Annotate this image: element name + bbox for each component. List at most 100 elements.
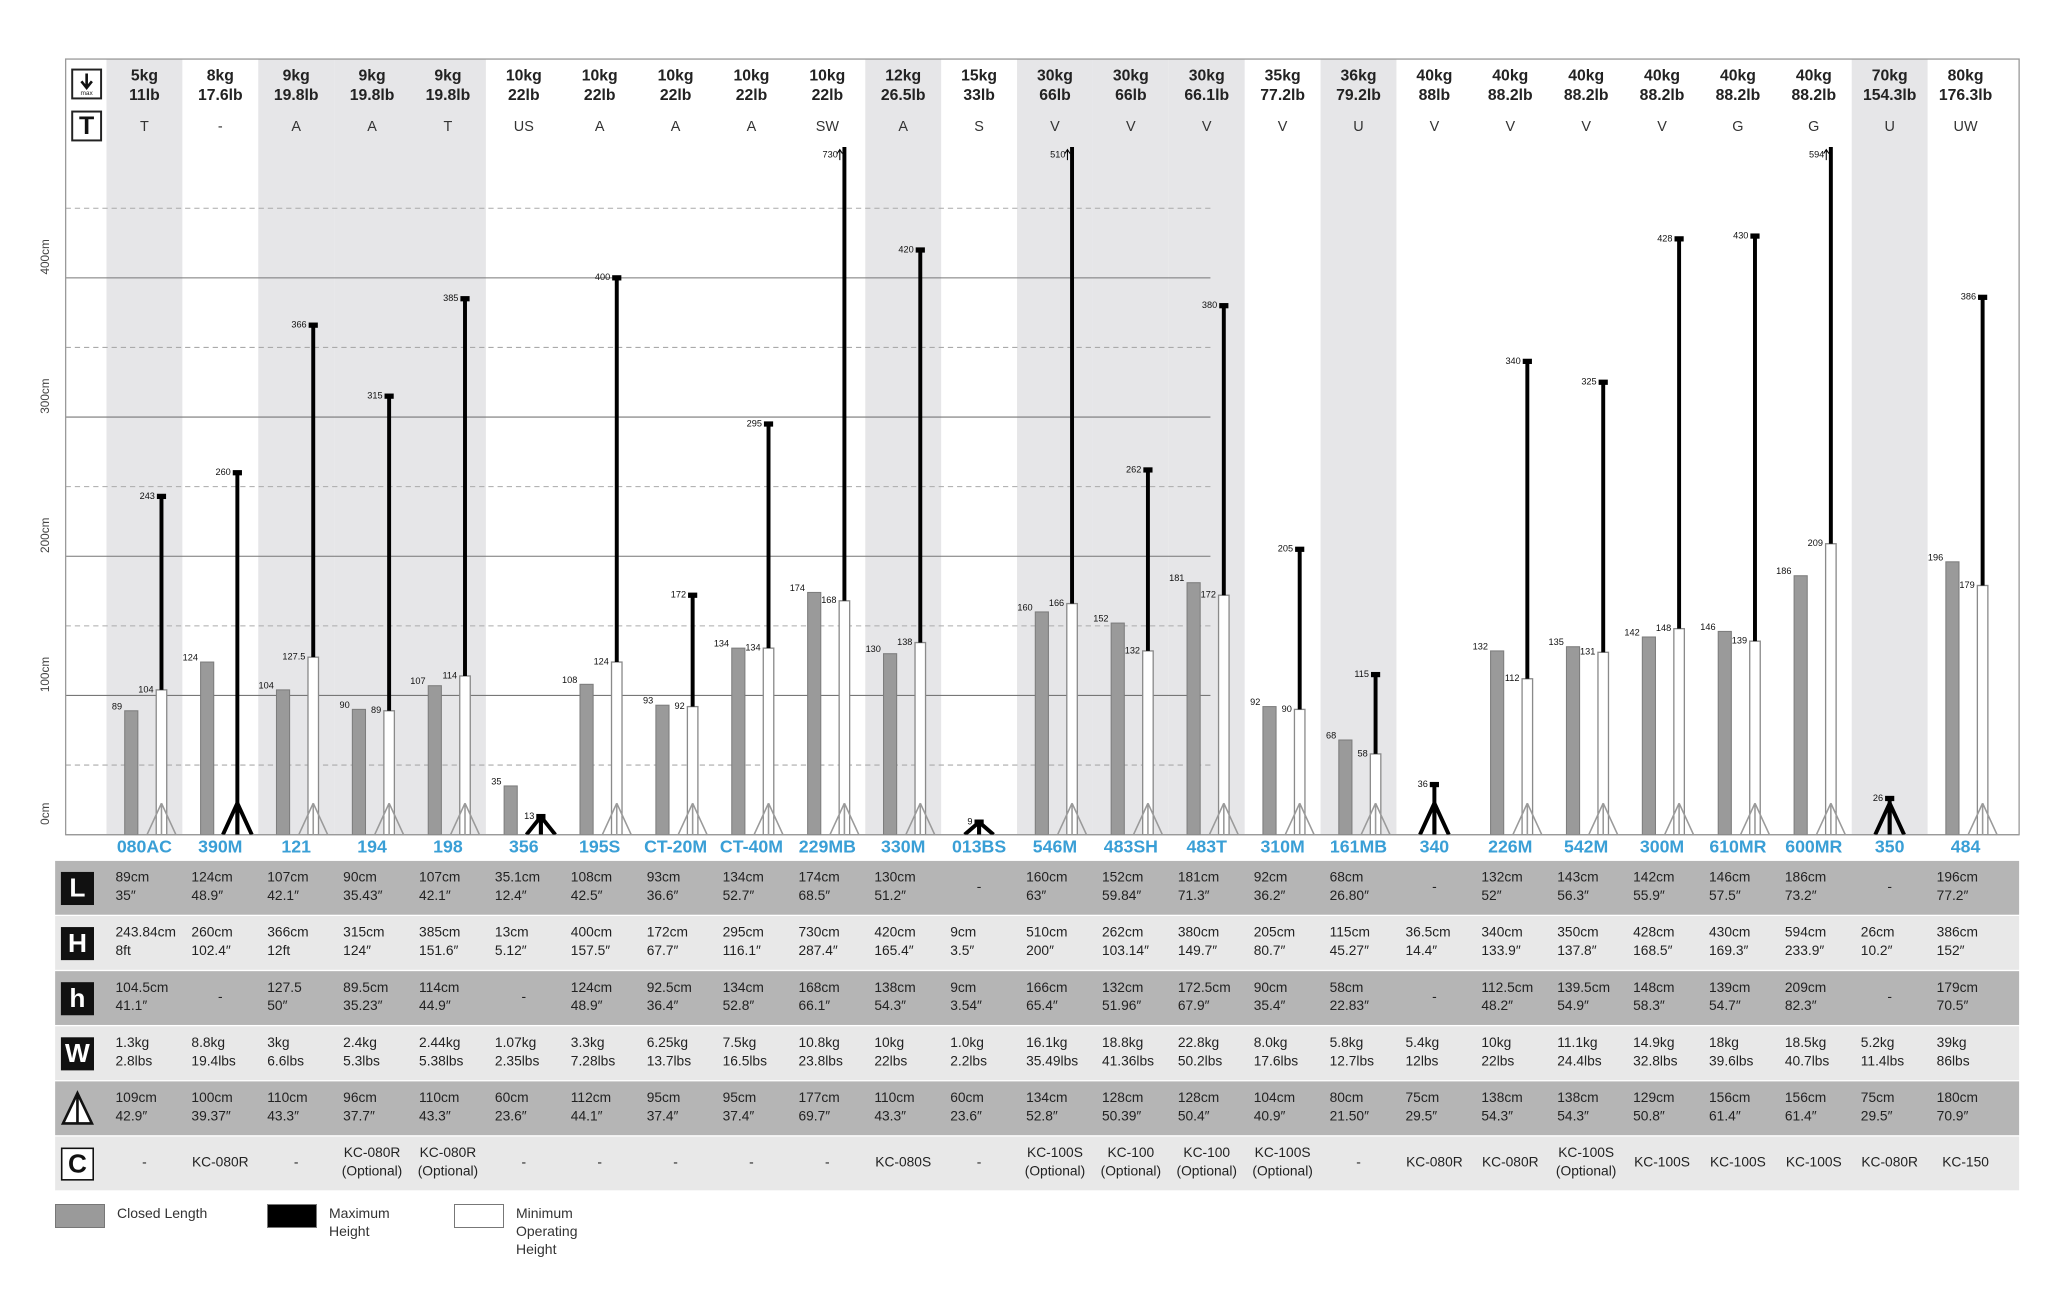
table-cell: 169.3″	[1709, 943, 1748, 958]
table-cell: 186cm	[1785, 870, 1826, 885]
table-cell: 22lbs	[874, 1053, 907, 1068]
table-cell: 40.9″	[1254, 1108, 1286, 1123]
table-cell: 510cm	[1026, 925, 1067, 940]
table-cell: KC-100S	[1027, 1145, 1083, 1160]
table-row	[55, 1081, 2020, 1136]
table-cell: 61.4″	[1785, 1108, 1817, 1123]
x-tick-label: 350	[1875, 836, 1905, 856]
table-cell: 40.7lbs	[1785, 1053, 1830, 1068]
table-cell: 124cm	[571, 980, 612, 995]
closed-length-bar	[1945, 561, 1960, 835]
table-cell: 7.28lbs	[571, 1053, 616, 1068]
stand-type: V	[1581, 119, 1591, 135]
x-tick-label: CT-20M	[644, 836, 707, 856]
table-cell: 90cm	[343, 870, 377, 885]
value-label: 130	[866, 644, 881, 654]
table-cell: (Optional)	[1252, 1164, 1312, 1179]
table-cell: 92.5cm	[647, 980, 692, 995]
stand-type: V	[1126, 119, 1136, 135]
type-icon-text: T	[79, 112, 94, 140]
stand-type: G	[1808, 119, 1819, 135]
overflow-arrow	[1064, 148, 1071, 161]
table-cell: -	[1432, 989, 1437, 1004]
table-cell: 44.9″	[419, 998, 451, 1013]
value-label: 90	[1282, 704, 1292, 714]
table-cell: 41.1″	[116, 998, 148, 1013]
table-cell: 23.6″	[950, 1108, 982, 1123]
load-lb: 22lb	[812, 87, 844, 104]
table-cell: 60cm	[495, 1090, 529, 1105]
value-label: 68	[1326, 730, 1336, 740]
table-cell: 3kg	[267, 1035, 289, 1050]
table-cell: 137.8″	[1557, 943, 1596, 958]
x-tick-label: 121	[281, 836, 311, 856]
header-icons: max T	[71, 68, 103, 142]
table-cell: 93cm	[647, 870, 681, 885]
table-cell: KC-080R	[192, 1154, 249, 1169]
table-cell: 71.3″	[1178, 888, 1210, 903]
closed-length-bar	[1641, 636, 1656, 835]
closed-length-bar	[655, 704, 670, 835]
table-cell: 8.0kg	[1254, 1035, 1288, 1050]
table-cell: 5.12″	[495, 943, 527, 958]
value-label: 13	[524, 811, 534, 821]
max-cap	[688, 592, 698, 598]
stand-type: V	[1050, 119, 1060, 135]
value-label: 135	[1549, 637, 1564, 647]
min-operating-bar	[1066, 602, 1078, 835]
table-cell: 42.1″	[419, 888, 451, 903]
table-cell: (Optional)	[1101, 1164, 1161, 1179]
load-lb: 17.6lb	[198, 87, 243, 104]
table-cell: 3.5″	[950, 943, 974, 958]
value-label: 315	[367, 391, 382, 401]
value-label: 181	[1169, 573, 1184, 583]
table-cell: 67.9″	[1178, 998, 1210, 1013]
table-cell: 69.7″	[798, 1108, 830, 1123]
table-cell: 110cm	[874, 1090, 914, 1105]
table-cell: 127.5	[267, 980, 302, 995]
table-cell: 16.5lbs	[723, 1053, 768, 1068]
table-cell: 134cm	[1026, 1090, 1067, 1105]
table-cell: 380cm	[1178, 925, 1219, 940]
load-lb: 154.3lb	[1863, 87, 1916, 104]
table-cell: 50.2lbs	[1178, 1053, 1223, 1068]
load-kg: 70kg	[1872, 67, 1908, 84]
stand-legs	[449, 802, 481, 835]
table-cell: -	[1887, 989, 1892, 1004]
closed-length-bar	[1110, 622, 1125, 835]
value-label: 112	[1505, 673, 1520, 683]
closed-length-bar	[1262, 706, 1277, 835]
table-cell: 92cm	[1254, 870, 1288, 885]
load-lb: 22lb	[736, 87, 768, 104]
closed-length-bar	[807, 591, 822, 835]
table-cell: 63″	[1026, 888, 1046, 903]
stand-legs	[1663, 802, 1695, 835]
table-cell: 181cm	[1178, 870, 1219, 885]
table-cell: 21.50″	[1330, 1108, 1369, 1123]
load-lb: 88.2lb	[1640, 87, 1685, 104]
value-label: 132	[1125, 645, 1140, 655]
row-icon	[60, 1147, 94, 1181]
x-tick-label: 080AC	[117, 836, 172, 856]
max-cap	[460, 296, 470, 302]
table-cell: 59.84″	[1102, 888, 1141, 903]
load-kg: 40kg	[1796, 67, 1832, 84]
table-cell: 68cm	[1330, 870, 1364, 885]
stand-type: SW	[816, 119, 840, 135]
value-label: 594	[1809, 149, 1824, 159]
x-tick-label: CT-40M	[720, 836, 783, 856]
stand-type: US	[514, 119, 534, 135]
stand-type: A	[747, 119, 757, 135]
table-cell: 2.8lbs	[116, 1053, 153, 1068]
value-label: 89	[112, 701, 122, 711]
table-cell: 172cm	[647, 925, 688, 940]
table-cell: 18.8kg	[1102, 1035, 1143, 1050]
load-kg: 30kg	[1113, 67, 1149, 84]
table-cell: 315cm	[343, 925, 384, 940]
max-cap	[1143, 467, 1153, 473]
table-cell: 100cm	[191, 1090, 232, 1105]
table-cell: 61.4″	[1709, 1108, 1741, 1123]
table-cell: 36.2″	[1254, 888, 1286, 903]
table-cell: 103.14″	[1102, 943, 1149, 958]
stand-legs	[1588, 802, 1619, 835]
